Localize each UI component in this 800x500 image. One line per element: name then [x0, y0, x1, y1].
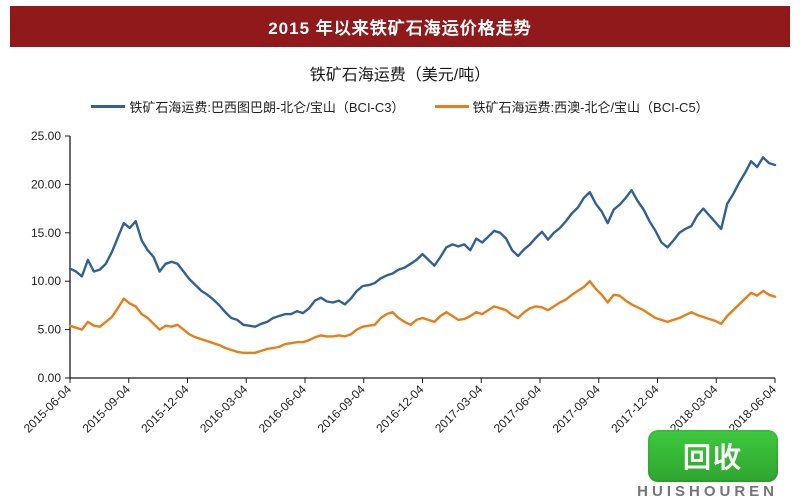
watermark-logo-text: 回收	[683, 436, 743, 476]
legend-label-c3: 铁矿石海运费:巴西图巴朗-北仑/宝山（BCI-C3）	[129, 97, 404, 116]
legend-label-c5: 铁矿石海运费:西澳-北仑/宝山（BCI-C5）	[473, 97, 709, 116]
legend-item-c3: 铁矿石海运费:巴西图巴朗-北仑/宝山（BCI-C3）	[91, 97, 404, 116]
svg-text:2015-09-04: 2015-09-04	[80, 382, 134, 436]
svg-text:2017-06-04: 2017-06-04	[491, 382, 545, 436]
svg-text:2017-03-04: 2017-03-04	[432, 382, 486, 436]
svg-text:15.00: 15.00	[31, 226, 61, 240]
svg-text:2017-12-04: 2017-12-04	[608, 382, 662, 436]
svg-text:2016-12-04: 2016-12-04	[373, 382, 427, 436]
banner-title: 2015 年以来铁矿石海运价格走势	[268, 19, 532, 38]
svg-text:2017-09-04: 2017-09-04	[550, 382, 604, 436]
svg-text:2015-06-04: 2015-06-04	[21, 382, 75, 436]
svg-text:5.00: 5.00	[38, 323, 62, 337]
svg-text:2015-12-04: 2015-12-04	[138, 382, 192, 436]
svg-text:2018-03-04: 2018-03-04	[667, 382, 721, 436]
legend-item-c5: 铁矿石海运费:西澳-北仑/宝山（BCI-C5）	[435, 97, 709, 116]
chart-legend: 铁矿石海运费:巴西图巴朗-北仑/宝山（BCI-C3） 铁矿石海运费:西澳-北仑/…	[0, 97, 800, 116]
legend-swatch-c3	[91, 105, 125, 109]
svg-text:2016-06-04: 2016-06-04	[256, 382, 310, 436]
watermark-subtext: HUISHOUREN	[637, 483, 778, 500]
line-chart-svg: 0.005.0010.0015.0020.0025.002015-06-0420…	[10, 128, 790, 458]
legend-swatch-c5	[435, 105, 469, 109]
banner: 2015 年以来铁矿石海运价格走势	[10, 6, 790, 47]
watermark-logo: 回收	[648, 430, 778, 482]
svg-text:0.00: 0.00	[38, 371, 62, 385]
chart-subtitle: 铁矿石海运费（美元/吨）	[0, 61, 800, 85]
svg-text:2018-06-04: 2018-06-04	[726, 382, 780, 436]
svg-text:20.00: 20.00	[31, 177, 61, 191]
svg-text:2016-03-04: 2016-03-04	[197, 382, 251, 436]
svg-text:10.00: 10.00	[31, 274, 61, 288]
chart-area: 0.005.0010.0015.0020.0025.002015-06-0420…	[10, 128, 790, 458]
svg-text:2016-09-04: 2016-09-04	[315, 382, 369, 436]
svg-text:25.00: 25.00	[31, 129, 61, 143]
